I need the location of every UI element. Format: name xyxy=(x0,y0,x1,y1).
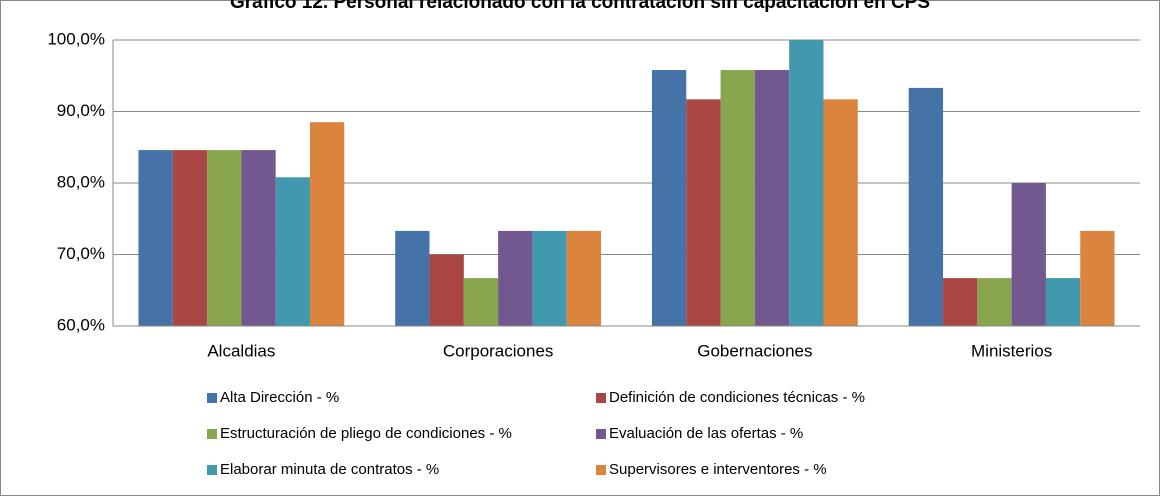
legend-label: Definición de condiciones técnicas - % xyxy=(609,389,865,406)
bar xyxy=(566,230,602,326)
x-tick-label: Gobernaciones xyxy=(697,341,812,360)
bar xyxy=(908,87,944,326)
bar xyxy=(1011,183,1046,326)
bar xyxy=(395,230,430,326)
bar xyxy=(1045,278,1081,326)
bar xyxy=(498,230,533,326)
bar xyxy=(532,230,567,326)
legend-swatch xyxy=(207,393,217,403)
legend-swatch xyxy=(207,429,217,439)
legend-label: Supervisores e interventores - % xyxy=(609,461,827,478)
bar xyxy=(429,254,464,326)
y-tick-label: 80,0% xyxy=(57,172,105,191)
bar xyxy=(823,99,858,326)
legend-label: Alta Dirección - % xyxy=(220,389,339,406)
legend-swatch xyxy=(596,429,606,439)
legend-swatch xyxy=(596,393,606,403)
y-tick-label: 90,0% xyxy=(57,101,105,120)
x-tick-label: Ministerios xyxy=(971,341,1052,360)
legend-swatch xyxy=(596,465,606,475)
legend-label: Elaborar minuta de contratos - % xyxy=(220,461,439,478)
bar xyxy=(943,278,978,326)
bar xyxy=(1080,230,1115,326)
legend-label: Estructuración de pliego de condiciones … xyxy=(220,425,512,442)
bar xyxy=(309,122,345,326)
x-tick-label: Alcaldias xyxy=(207,341,275,360)
y-tick-label: 70,0% xyxy=(57,244,105,263)
bar xyxy=(754,70,790,326)
bar xyxy=(789,40,824,326)
x-tick-label: Corporaciones xyxy=(443,341,554,360)
bar xyxy=(977,278,1012,326)
bar xyxy=(241,150,276,326)
chart-title: Gráfico 12. Personal relacionado con la … xyxy=(230,0,930,13)
legend-swatch xyxy=(207,465,217,475)
bar xyxy=(463,278,499,326)
bar xyxy=(138,150,173,326)
bar xyxy=(686,99,721,326)
bar xyxy=(720,70,755,326)
legend-label: Evaluación de las ofertas - % xyxy=(609,425,803,442)
bar xyxy=(275,177,310,326)
y-tick-label: 100,0% xyxy=(47,29,105,48)
bar xyxy=(651,70,687,326)
bar xyxy=(207,150,242,326)
y-tick-label: 60,0% xyxy=(57,315,105,334)
bar xyxy=(172,150,208,326)
